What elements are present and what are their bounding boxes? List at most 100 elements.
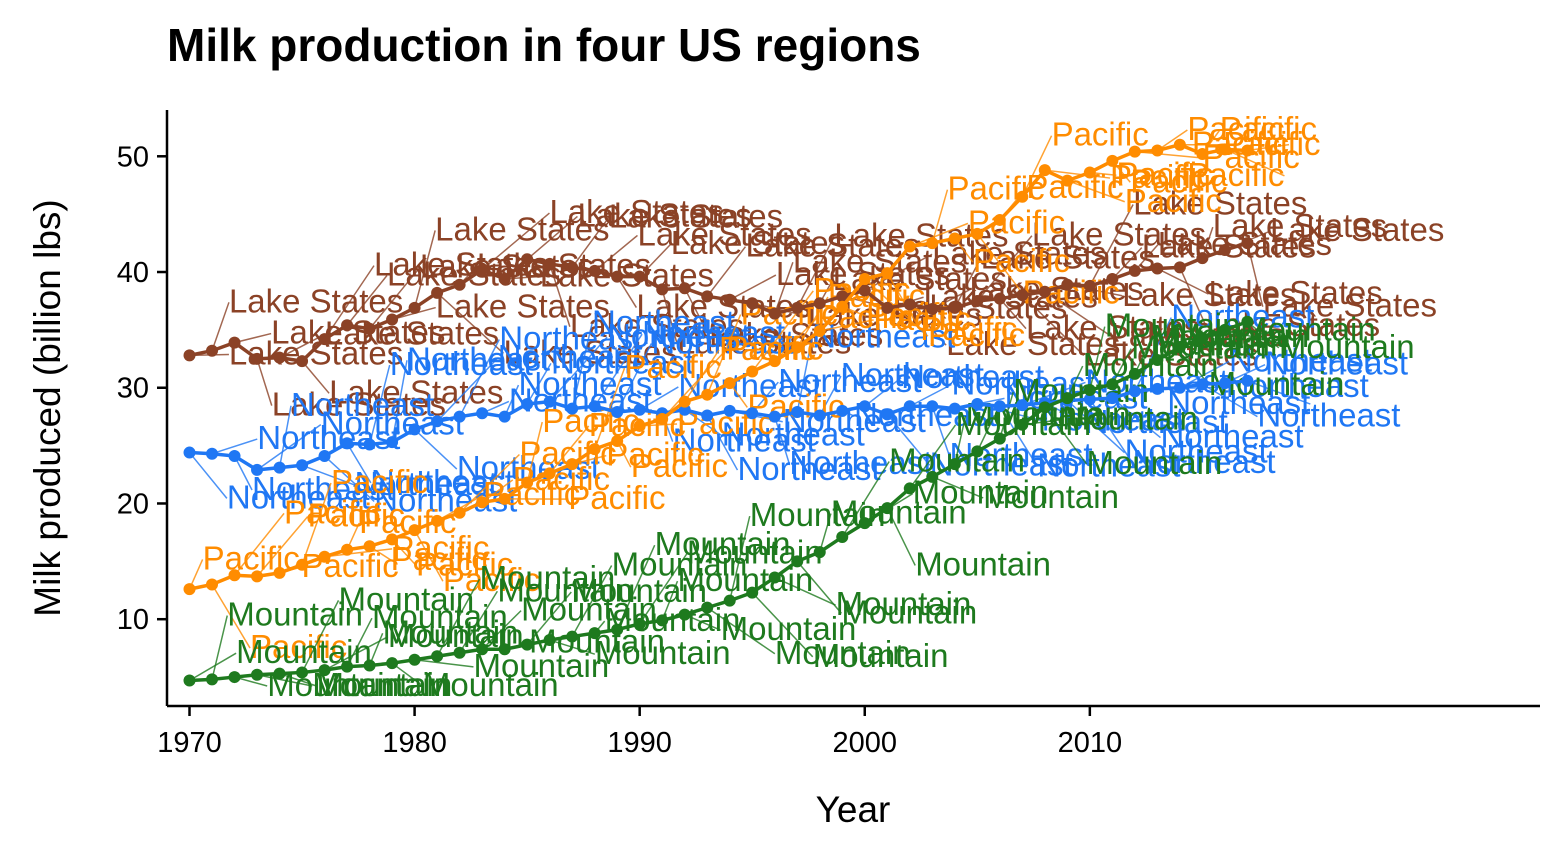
point-label-northeast: Northeast (1257, 397, 1400, 434)
label-leader-mountain (728, 515, 751, 601)
data-point-mountain (1218, 323, 1231, 336)
point-label-northeast: Northeast (1265, 345, 1408, 382)
label-leader-northeast (796, 337, 813, 413)
label-leader-lake-states (279, 333, 326, 359)
data-point-pacific (881, 267, 894, 280)
label-leader-northeast (188, 452, 228, 499)
label-leader-mountain (886, 507, 916, 566)
data-point-northeast (296, 459, 309, 472)
point-label-mountain: Mountain (423, 666, 559, 703)
label-leader-northeast (414, 428, 458, 470)
point-label-mountain: Mountain (1240, 310, 1376, 347)
point-label-lake-states: Lake States (329, 373, 503, 410)
data-point-pacific (318, 550, 331, 563)
data-point-northeast (633, 403, 646, 416)
label-leader-mountain (661, 580, 679, 621)
label-leader-pacific (931, 189, 949, 244)
data-point-lake-states (1061, 278, 1074, 291)
data-point-northeast (926, 400, 939, 413)
label-leader-northeast (819, 375, 842, 416)
data-point-pacific (363, 540, 376, 553)
label-leader-northeast (909, 383, 952, 407)
label-leader-pacific (1224, 148, 1285, 177)
label-leader-northeast (1134, 317, 1172, 392)
label-leader-pacific (1044, 169, 1111, 179)
label-leader-mountain (909, 424, 957, 489)
point-label-northeast: Northeast (252, 470, 395, 507)
label-leader-mountain (211, 615, 228, 680)
data-point-northeast (1106, 392, 1119, 405)
label-leader-northeast (1089, 398, 1134, 464)
point-label-pacific: Pacific (1187, 156, 1284, 193)
data-point-mountain (1016, 418, 1029, 431)
data-point-lake-states (476, 263, 489, 276)
label-leader-northeast (346, 442, 372, 484)
label-leader-mountain (751, 592, 814, 658)
label-leader-mountain (571, 565, 613, 637)
y-tick-label: 40 (117, 257, 149, 289)
label-leader-lake-states (774, 262, 794, 314)
data-point-pacific (453, 506, 466, 519)
label-leader-pacific (211, 584, 251, 649)
point-label-mountain: Mountain (317, 666, 453, 703)
label-leader-pacific (819, 319, 874, 332)
label-leader-mountain (1111, 348, 1132, 385)
point-label-pacific: Pacific (928, 316, 1025, 353)
data-point-mountain (881, 502, 894, 515)
point-label-lake-states: Lake States (1133, 185, 1307, 222)
point-label-northeast: Northeast (1167, 384, 1310, 421)
point-label-northeast: Northeast (407, 340, 550, 377)
data-point-mountain (566, 630, 579, 643)
label-leader-northeast (616, 343, 653, 413)
data-point-lake-states (1173, 261, 1186, 274)
data-point-northeast (1196, 378, 1209, 391)
data-point-northeast (611, 406, 624, 419)
data-point-northeast (701, 409, 714, 422)
data-point-lake-states (971, 294, 984, 307)
y-tick-label: 30 (117, 373, 149, 405)
data-point-lake-states (633, 270, 646, 283)
point-label-lake-states: Lake States (1122, 276, 1296, 313)
label-leader-lake-states (571, 216, 610, 268)
y-axis-title: Milk produced (billion lbs) (27, 199, 68, 616)
label-leader-mountain (1089, 326, 1106, 391)
point-label-northeast: Northeast (592, 304, 735, 341)
label-leader-lake-states (1021, 294, 1085, 356)
point-label-northeast: Northeast (371, 463, 514, 500)
data-point-northeast (903, 400, 916, 413)
data-point-pacific (588, 443, 601, 456)
data-point-pacific (768, 355, 781, 368)
data-point-northeast (273, 461, 286, 474)
data-point-northeast (431, 415, 444, 428)
series-layer (183, 138, 1254, 687)
point-label-mountain: Mountain (571, 572, 707, 609)
label-leader-lake-states (1044, 291, 1111, 337)
label-leader-northeast (211, 438, 258, 455)
data-point-northeast (318, 450, 331, 463)
label-leader-northeast (256, 423, 322, 471)
label-leader-northeast (301, 464, 355, 486)
data-point-mountain (1196, 331, 1209, 344)
label-leader-pacific (706, 314, 742, 395)
label-leader-lake-states (1246, 242, 1264, 307)
label-leader-pacific (1247, 143, 1290, 152)
point-label-pacific: Pacific (416, 545, 513, 582)
label-leader-mountain (1044, 406, 1088, 465)
data-point-mountain (1061, 392, 1074, 405)
label-leader-pacific (886, 272, 921, 331)
point-label-mountain: Mountain (813, 637, 949, 674)
data-point-northeast (251, 463, 264, 476)
label-leader-northeast (1066, 399, 1126, 454)
label-leader-northeast (549, 336, 608, 403)
label-leader-lake-states (436, 292, 504, 354)
label-leader-lake-states (954, 258, 982, 309)
point-label-mountain: Mountain (595, 634, 731, 671)
label-leader-pacific (976, 233, 1024, 294)
data-point-northeast (768, 410, 781, 423)
data-point-northeast (723, 404, 736, 417)
data-point-mountain (858, 517, 871, 530)
point-label-northeast: Northeast (1171, 298, 1314, 335)
data-point-northeast (588, 400, 601, 413)
data-point-pacific (1106, 154, 1119, 167)
